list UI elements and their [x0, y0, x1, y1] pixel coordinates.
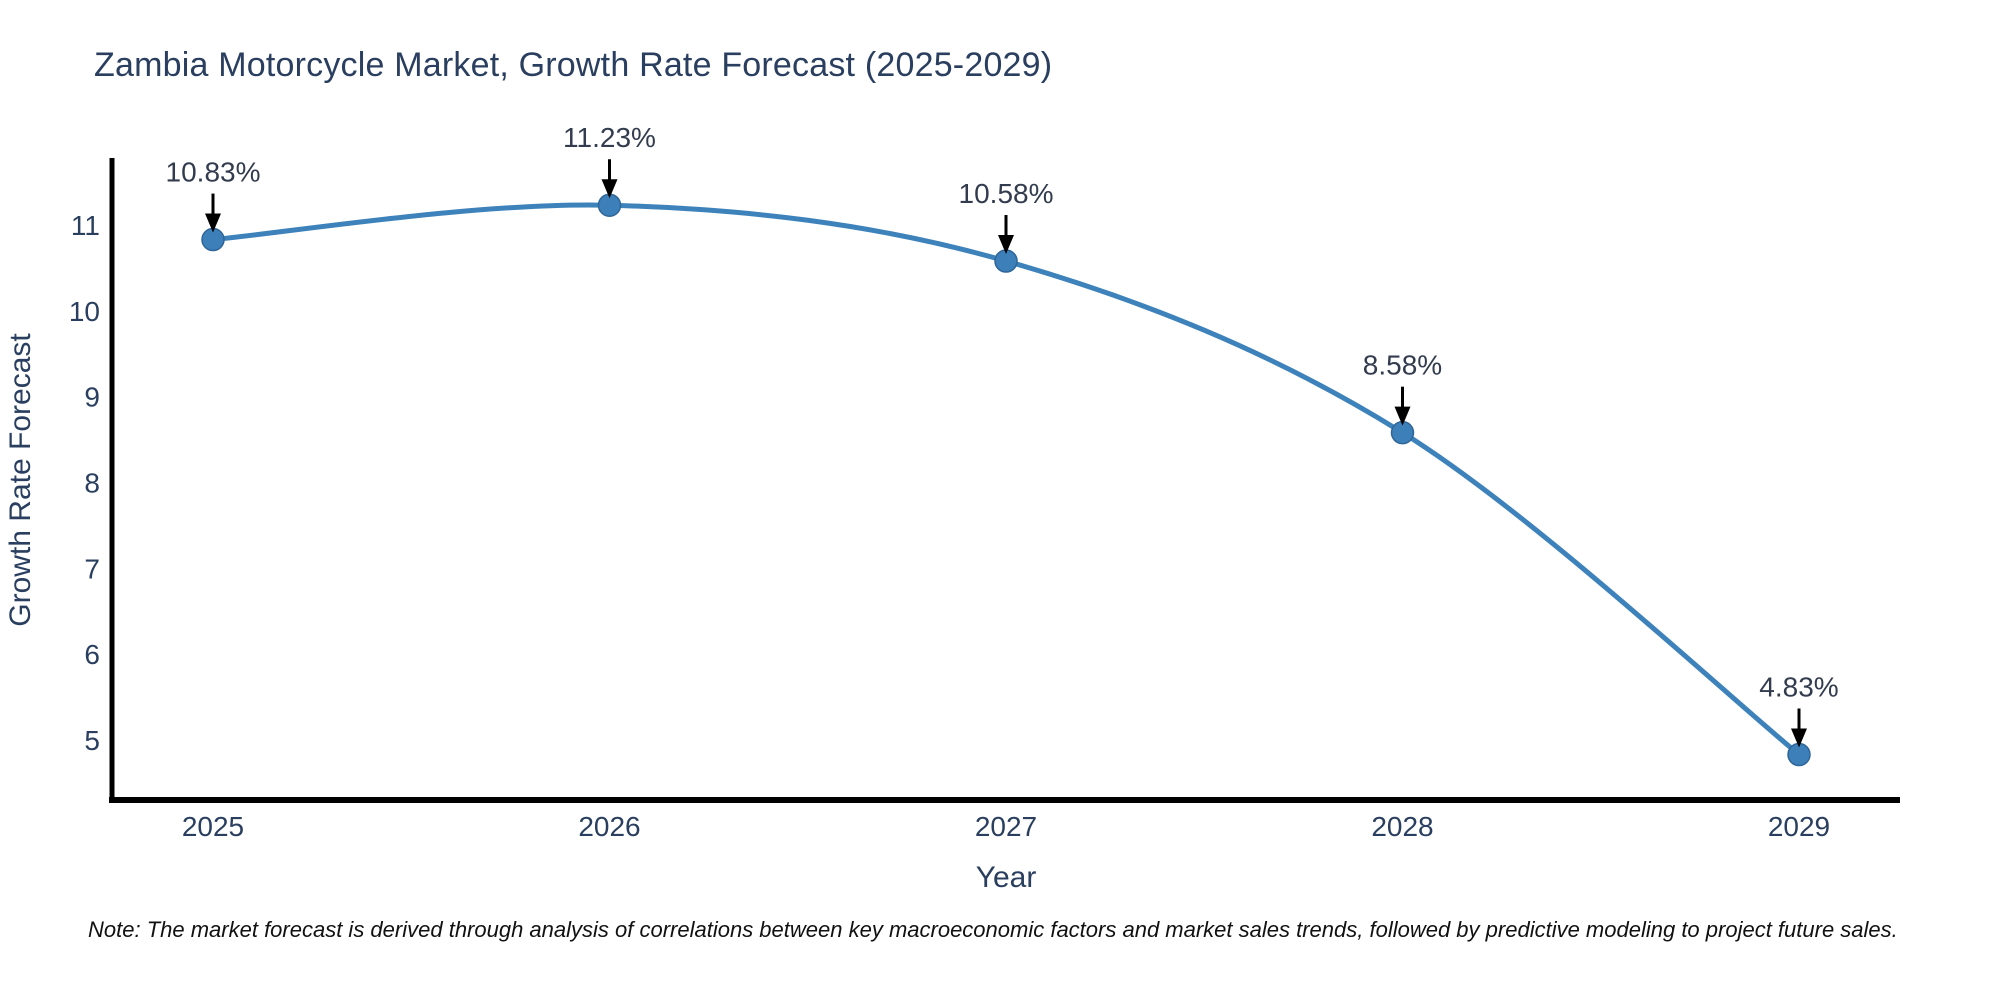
annotations-group: 10.83% 11.23% 10.58% 8.58% 4.83%	[166, 122, 1839, 748]
x-tick-label: 2029	[1768, 811, 1830, 842]
x-tick-label: 2028	[1371, 811, 1433, 842]
x-tick-label: 2027	[975, 811, 1037, 842]
y-tick-label: 10	[69, 296, 100, 327]
y-tick-label: 7	[84, 553, 100, 584]
x-tick-label: 2025	[182, 811, 244, 842]
y-tick-label: 8	[84, 467, 100, 498]
footnote: Note: The market forecast is derived thr…	[88, 917, 1898, 942]
annotation-arrowhead-icon	[998, 235, 1014, 255]
x-axis-title: Year	[976, 861, 1037, 894]
point-annotation-label: 4.83%	[1759, 672, 1838, 703]
x-tick-label: 2026	[578, 811, 640, 842]
point-annotation-label: 10.58%	[959, 178, 1054, 209]
y-tick-label: 9	[84, 382, 100, 413]
y-tick-label: 5	[84, 725, 100, 756]
chart-title: Zambia Motorcycle Market, Growth Rate Fo…	[94, 46, 1053, 84]
point-annotation-label: 10.83%	[166, 157, 261, 188]
annotation-arrowhead-icon	[205, 213, 221, 233]
point-annotation-label: 8.58%	[1363, 350, 1442, 381]
annotation-arrowhead-icon	[1394, 406, 1411, 426]
y-axis-ticks: 5 6 7 8 9 10 11	[69, 210, 100, 756]
point-annotation-label: 11.23%	[563, 122, 656, 153]
annotation-arrowhead-icon	[1791, 728, 1807, 748]
y-axis-title: Growth Rate Forecast	[4, 333, 37, 627]
series-line	[210, 202, 1802, 758]
annotation-arrowhead-icon	[601, 179, 618, 199]
y-tick-label: 6	[84, 639, 100, 670]
series-group	[201, 193, 1811, 767]
x-axis-ticks: 2025 2026 2027 2028 2029	[182, 811, 1830, 842]
y-tick-label: 11	[71, 210, 100, 241]
